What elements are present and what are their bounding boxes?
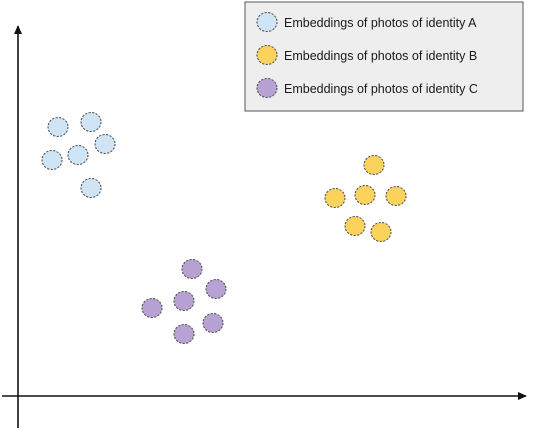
legend-item-b: Embeddings of photos of identity B bbox=[256, 44, 477, 66]
embedding-point-a bbox=[47, 116, 69, 138]
embedding-point-c bbox=[181, 258, 203, 280]
legend-item-a: Embeddings of photos of identity A bbox=[256, 11, 477, 33]
embedding-point-c bbox=[173, 323, 195, 345]
embedding-point-a bbox=[80, 111, 102, 133]
embedding-point-b bbox=[385, 185, 407, 207]
legend-swatch-b bbox=[256, 44, 278, 66]
axes bbox=[2, 25, 527, 428]
embedding-point-c bbox=[173, 290, 195, 312]
cluster-identity-b bbox=[324, 154, 407, 243]
embedding-point-b bbox=[370, 221, 392, 243]
cluster-identity-a bbox=[41, 111, 116, 199]
embedding-point-b bbox=[324, 187, 346, 209]
legend-label-a: Embeddings of photos of identity A bbox=[284, 16, 477, 30]
embedding-point-a bbox=[80, 177, 102, 199]
embedding-point-b bbox=[354, 184, 376, 206]
legend: Embeddings of photos of identity A Embed… bbox=[244, 1, 524, 112]
embedding-point-a bbox=[67, 144, 89, 166]
legend-swatch-c bbox=[256, 77, 278, 99]
embedding-point-c bbox=[141, 297, 163, 319]
legend-label-b: Embeddings of photos of identity B bbox=[284, 49, 477, 63]
embedding-point-c bbox=[205, 278, 227, 300]
legend-label-c: Embeddings of photos of identity C bbox=[284, 82, 478, 96]
embedding-point-a bbox=[41, 149, 63, 171]
embedding-point-b bbox=[344, 215, 366, 237]
embedding-point-a bbox=[94, 133, 116, 155]
cluster-identity-c bbox=[141, 258, 227, 345]
embedding-point-b bbox=[363, 154, 385, 176]
embedding-point-c bbox=[202, 312, 224, 334]
legend-box bbox=[244, 1, 524, 112]
legend-swatch-a bbox=[256, 11, 278, 33]
legend-item-c: Embeddings of photos of identity C bbox=[256, 77, 478, 99]
